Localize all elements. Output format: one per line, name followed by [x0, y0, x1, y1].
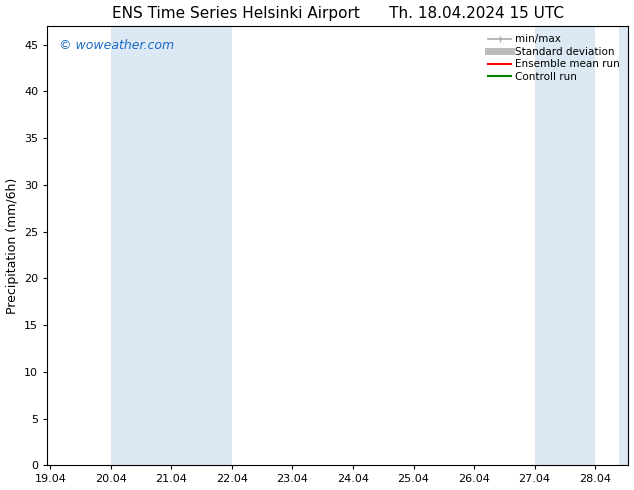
Bar — [111, 26, 232, 466]
Y-axis label: Precipitation (mm/6h): Precipitation (mm/6h) — [6, 177, 18, 314]
Title: ENS Time Series Helsinki Airport      Th. 18.04.2024 15 UTC: ENS Time Series Helsinki Airport Th. 18.… — [112, 5, 564, 21]
Text: © woweather.com: © woweather.com — [59, 39, 174, 52]
Bar — [534, 26, 595, 466]
Bar — [619, 26, 628, 466]
Legend: min/max, Standard deviation, Ensemble mean run, Controll run: min/max, Standard deviation, Ensemble me… — [485, 31, 623, 85]
